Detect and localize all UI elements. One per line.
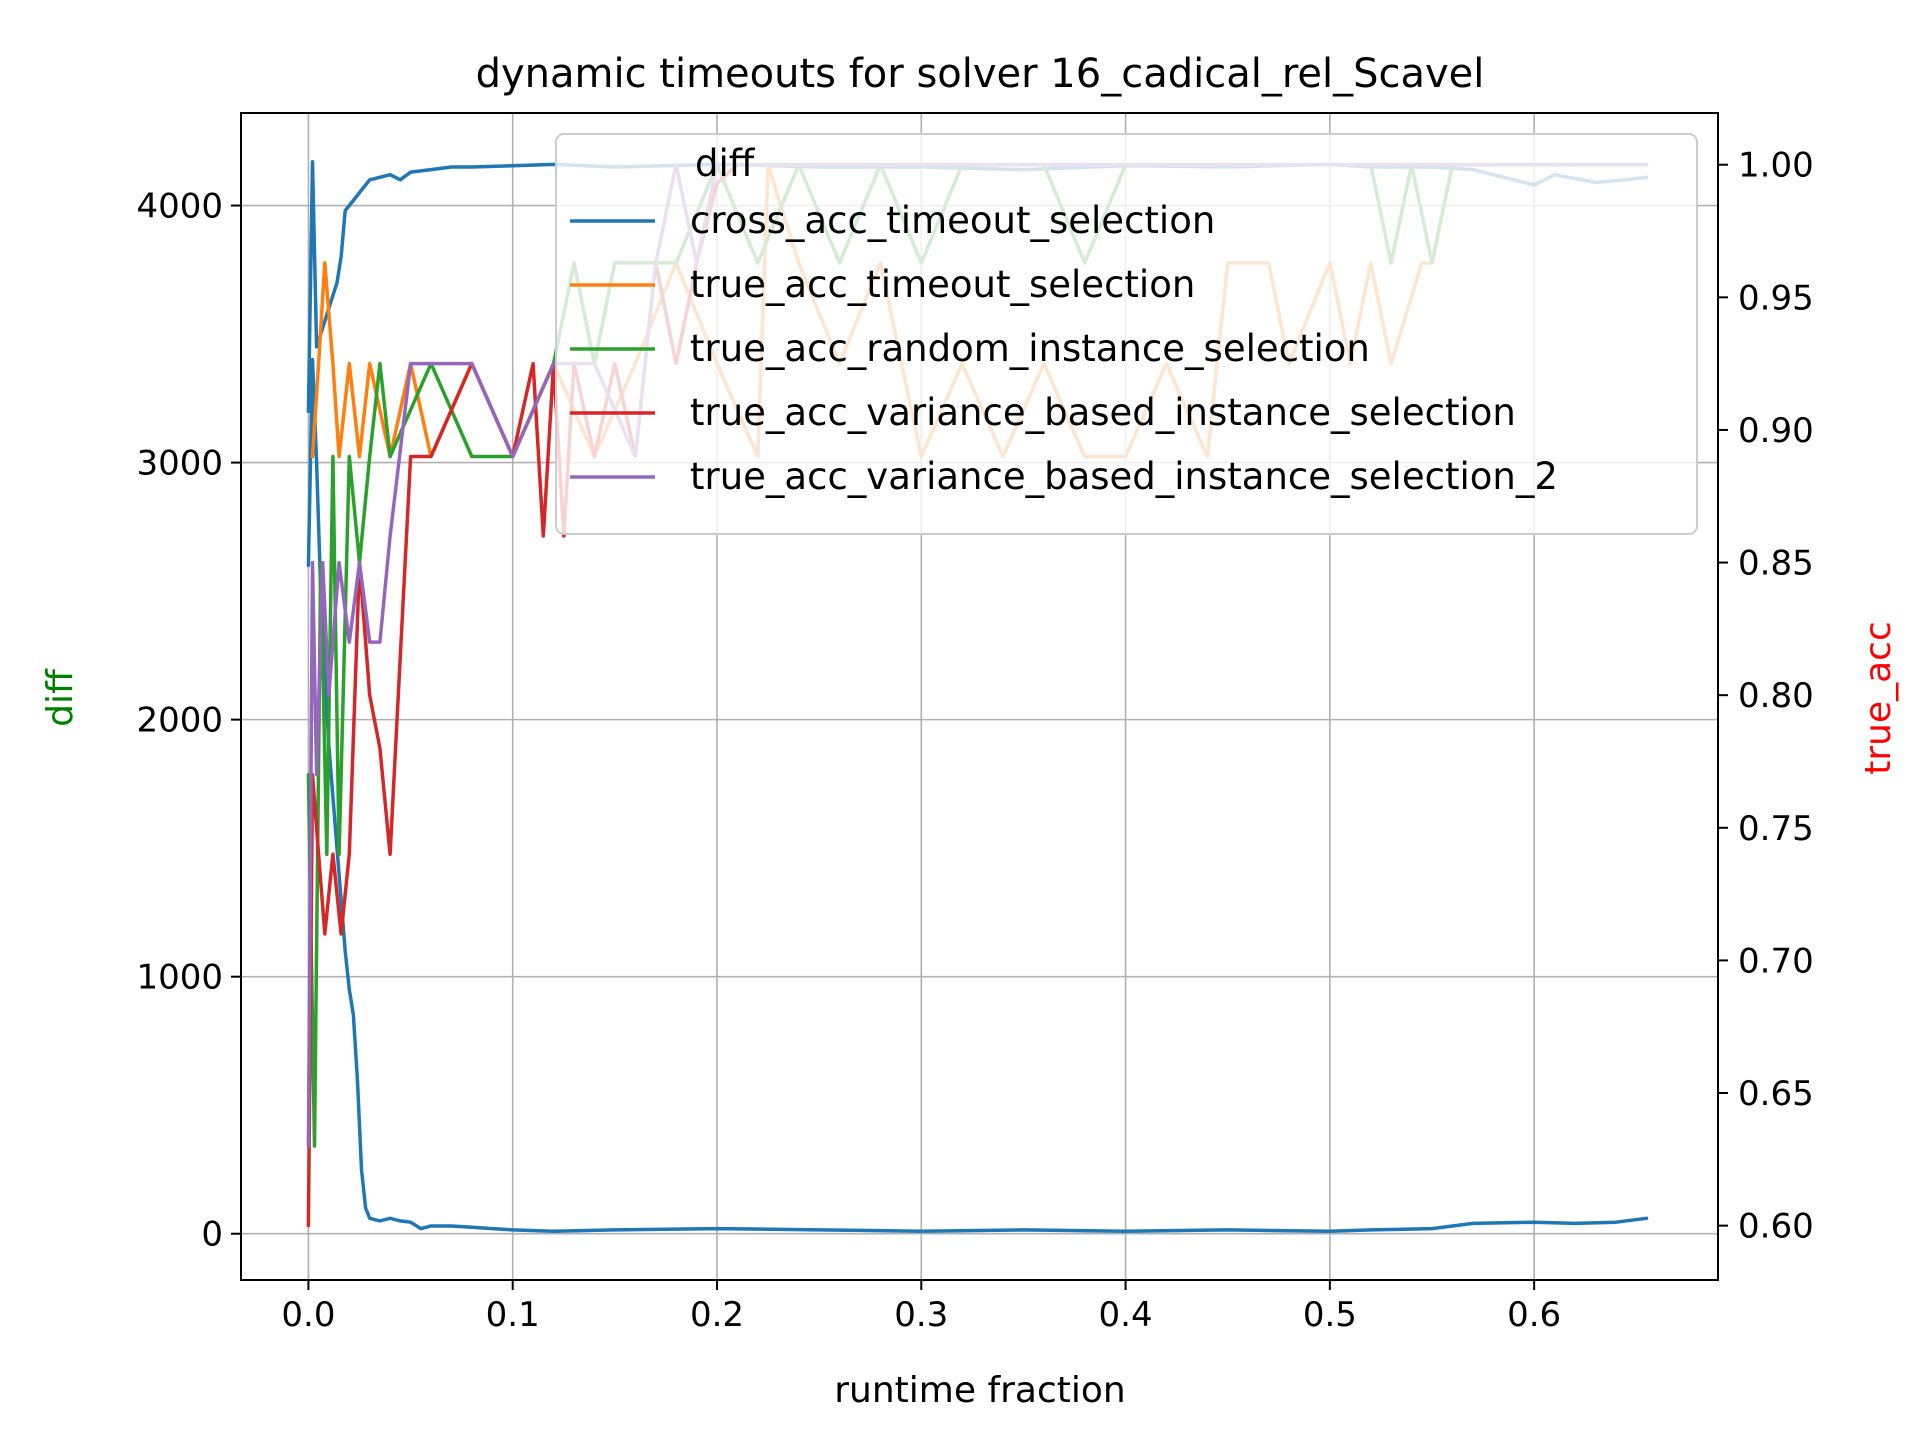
x-axis-label: runtime fraction: [834, 1370, 1126, 1411]
legend-entries: cross_acc_timeout_selection true_acc_time…: [570, 199, 1558, 498]
y-left-tick-label: 4000: [136, 187, 223, 227]
y-right-tick-label: 0.90: [1738, 411, 1814, 451]
x-tick-label: 0.5: [1303, 1295, 1357, 1335]
y-right-tick-label: 0.65: [1738, 1074, 1814, 1114]
y-left-tick-label: 1000: [136, 958, 223, 998]
x-tick-label: 0.3: [894, 1295, 948, 1335]
y-right-tick-label: 1.00: [1738, 146, 1814, 186]
legend-label: cross_acc_timeout_selection: [690, 199, 1215, 242]
x-tick-label: 0.0: [281, 1295, 335, 1335]
y-right-tick-label: 0.95: [1738, 278, 1814, 318]
legend-title: diff: [695, 142, 756, 185]
y-left-tick-label: 2000: [136, 701, 223, 741]
x-tick-label: 0.6: [1507, 1295, 1561, 1335]
chart-title: dynamic timeouts for solver 16_cadical_r…: [476, 51, 1485, 97]
x-tick-label: 0.4: [1099, 1295, 1153, 1335]
legend-label: true_acc_variance_based_instance_selecti…: [690, 391, 1516, 434]
series-line-0: [306, 358, 1649, 1233]
plot-frame: [240, 112, 1719, 1281]
legend: diff cross_acc_timeout_selection true_acc…: [555, 133, 1698, 535]
y-right-tick-label: 0.60: [1738, 1207, 1814, 1247]
y-right-tick-label: 0.85: [1738, 544, 1814, 584]
legend-label: true_acc_variance_based_instance_selecti…: [690, 455, 1558, 498]
x-axis: 0.0 0.1 0.2 0.3 0.4 0.5 0.6: [281, 1280, 1561, 1335]
y-right-tick-label: 0.80: [1738, 676, 1814, 716]
y-axis-right: 0.60 0.65 0.70 0.75 0.80 0.85 0.90 0.95 1.00: [1718, 146, 1814, 1247]
y-left-tick-label: 0: [201, 1215, 223, 1255]
legend-label: true_acc_random_instance_selection: [690, 327, 1370, 370]
y-right-tick-label: 0.75: [1738, 809, 1814, 849]
y-axis-left: 0 1000 2000 3000 4000: [136, 187, 241, 1255]
x-tick-label: 0.1: [486, 1295, 540, 1335]
legend-box: [555, 133, 1698, 535]
x-tick-label: 0.2: [690, 1295, 744, 1335]
y-axis-left-label: diff: [40, 668, 81, 727]
legend-label: true_acc_timeout_selection: [690, 263, 1195, 306]
y-right-tick-label: 0.70: [1738, 941, 1814, 981]
y-left-tick-label: 3000: [136, 444, 223, 484]
y-axis-right-label: true_acc: [1858, 621, 1899, 775]
